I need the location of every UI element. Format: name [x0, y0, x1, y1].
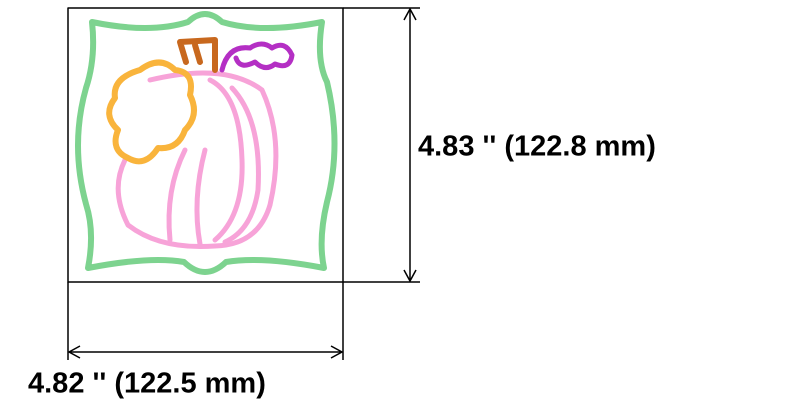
height-dimension: 4.83 '' (122.8 mm) [343, 7, 656, 283]
height-label: 4.83 '' (122.8 mm) [418, 131, 656, 163]
width-label: 4.82 '' (122.5 mm) [28, 368, 266, 400]
width-dimension: 4.82 '' (122.5 mm) [28, 282, 344, 400]
stem [177, 37, 218, 73]
design-box [67, 7, 344, 283]
tendril [219, 41, 295, 73]
frame-outline [75, 11, 338, 275]
pumpkin [115, 70, 279, 250]
leaf [106, 59, 197, 165]
arrowheads [403, 7, 417, 283]
arrowheads [67, 345, 344, 359]
design-artwork [67, 7, 344, 283]
